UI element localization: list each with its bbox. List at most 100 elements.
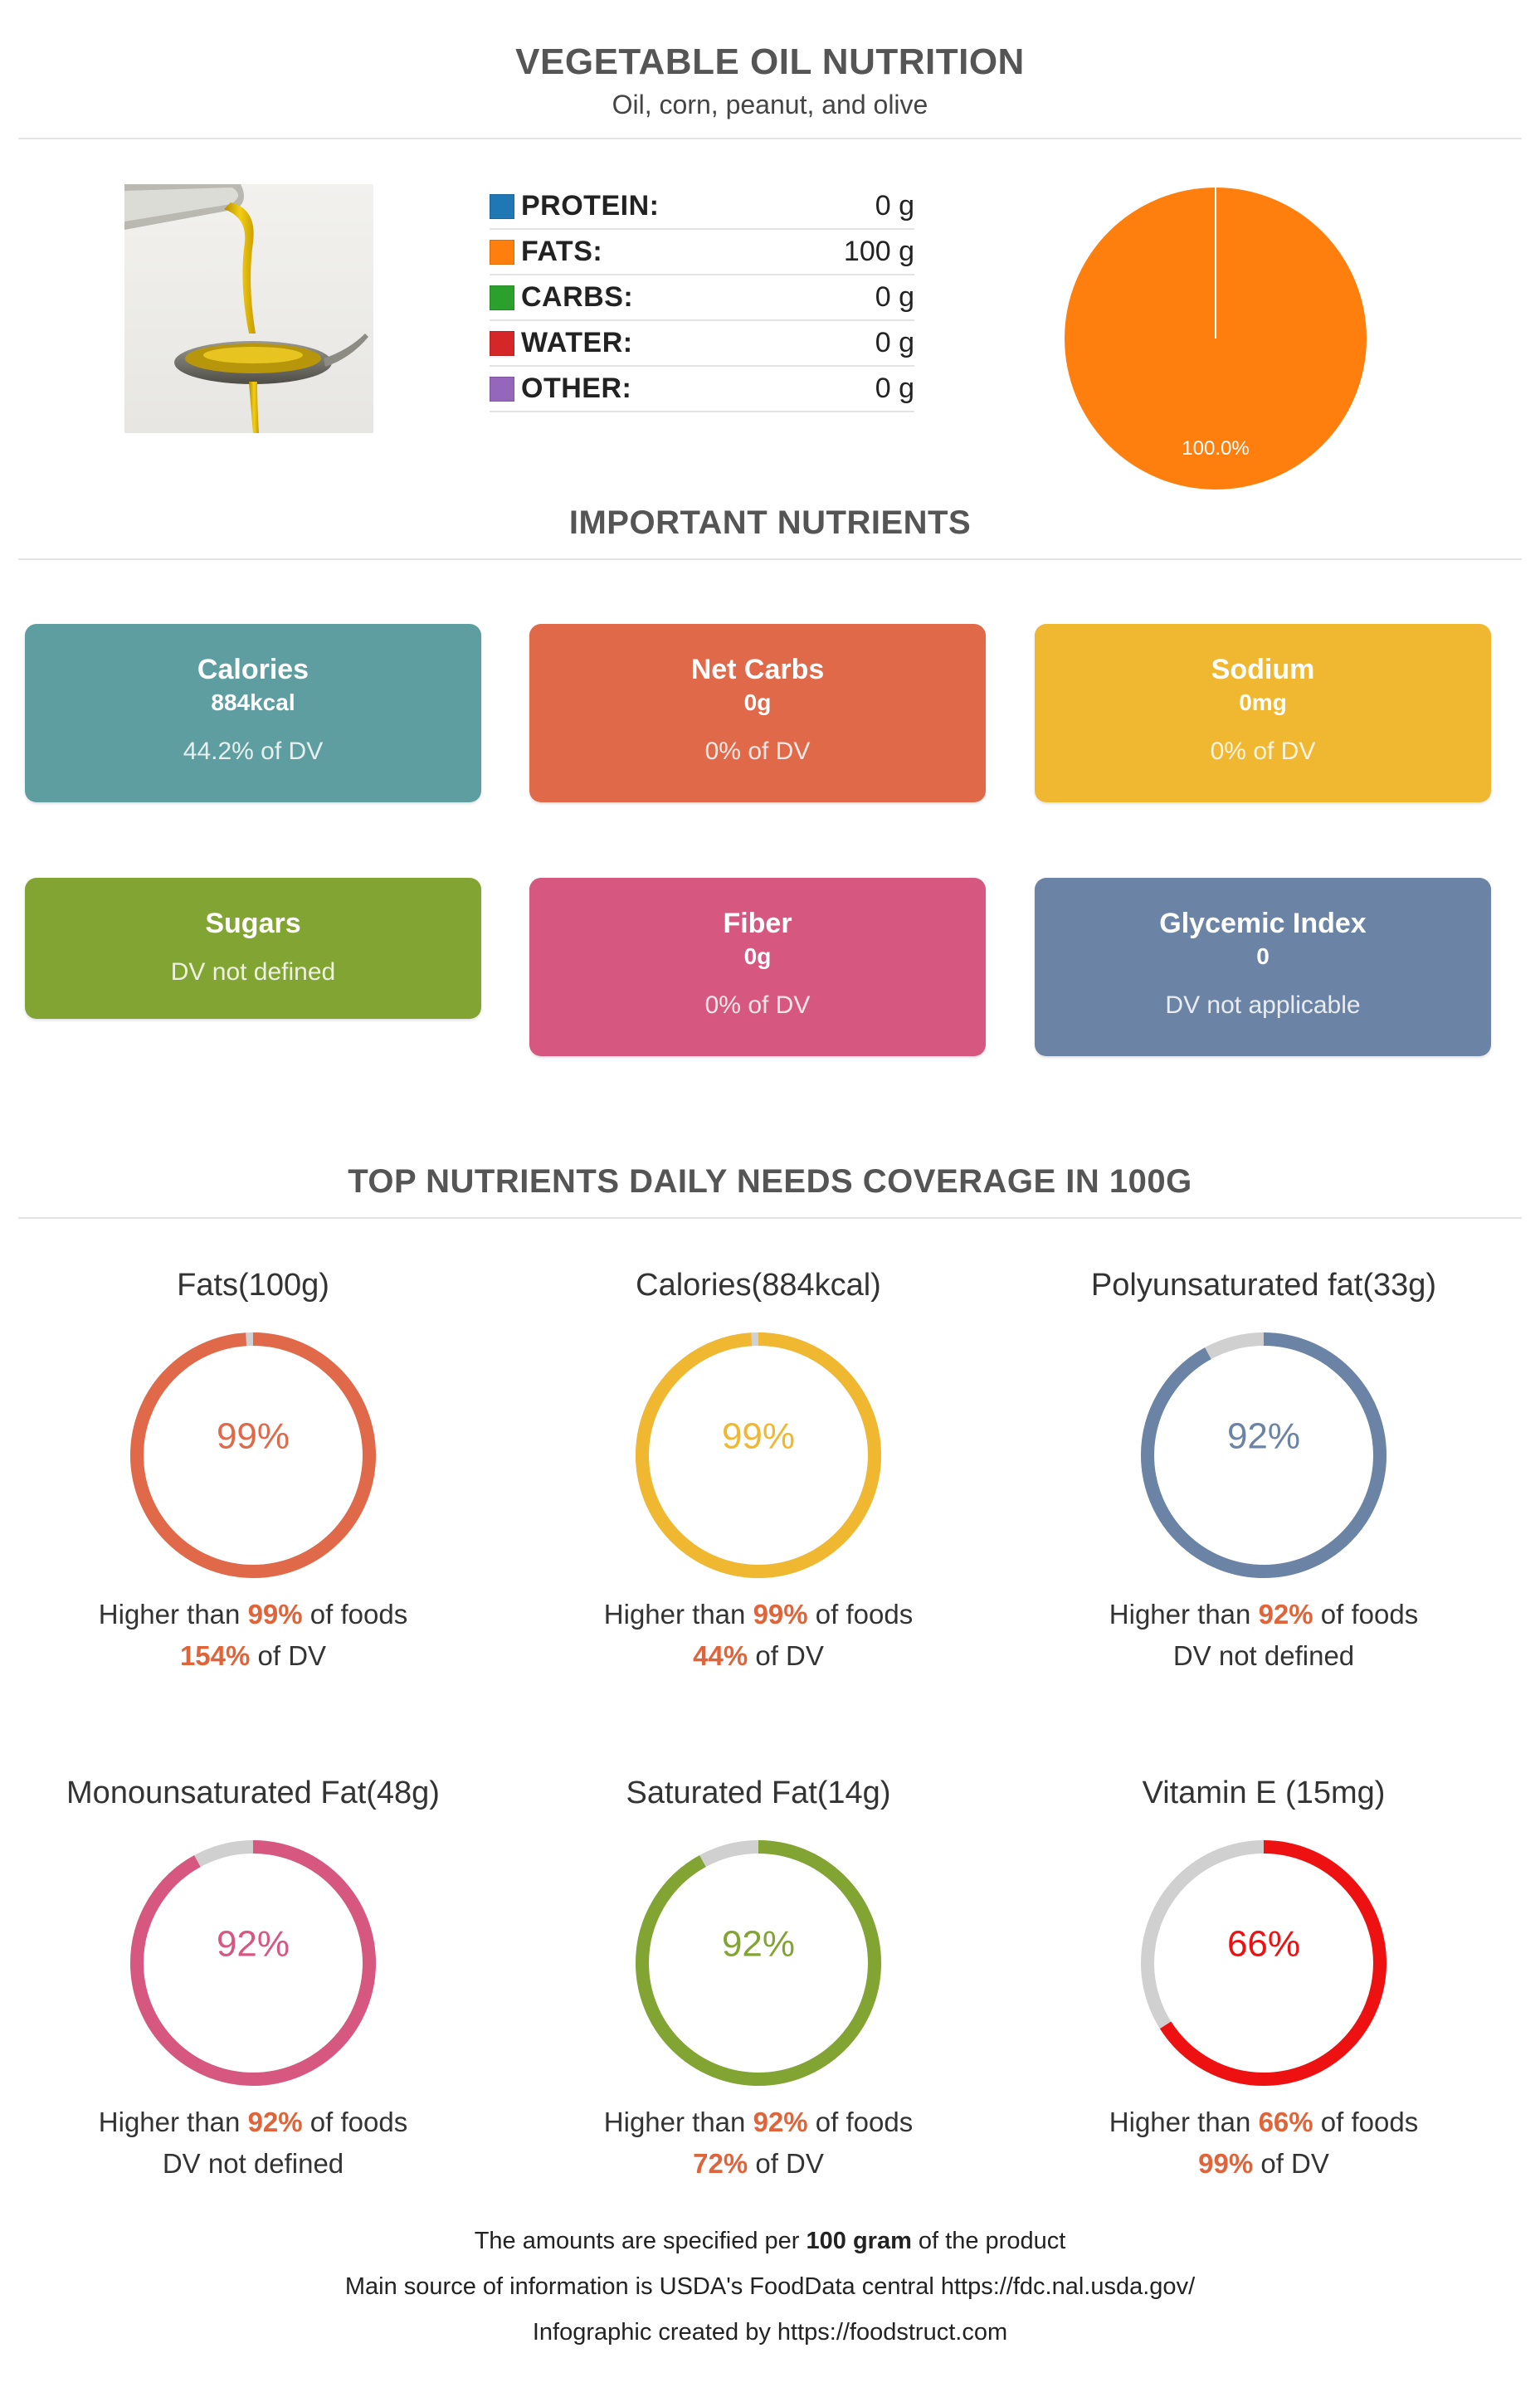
card-fiber: Fiber 0g 0% of DV — [529, 878, 986, 1056]
rank-prefix: Higher than — [603, 2107, 753, 2137]
dv-value: 72% — [693, 2148, 748, 2179]
ring-stats: Higher than 92% of foods 72% of DV — [509, 2102, 1007, 2185]
ring-percent-label: 92% — [722, 1924, 795, 1965]
water-swatch — [490, 330, 514, 356]
protein-swatch — [490, 193, 514, 219]
pie-svg: 100.0% — [1065, 188, 1367, 490]
macro-label: OTHER: — [521, 373, 632, 404]
rank-line: Higher than 92% of foods — [509, 2102, 1007, 2143]
ring-title: Fats(100g) — [177, 1268, 329, 1303]
coverage-ring-block: Polyunsaturated fat(33g) 92% Higher than 9… — [1015, 1268, 1513, 1677]
card-dv: 0% of DV — [1210, 738, 1316, 765]
ring-stats: Higher than 92% of foods DV not defined — [4, 2102, 502, 2185]
rank-line: Higher than 99% of foods — [509, 1594, 1007, 1635]
coverage-ring-block: Monounsaturated Fat(48g) 92% Higher than 9… — [4, 1776, 502, 2185]
ring-progress-arc — [130, 1840, 376, 2086]
card-calories: Calories 884kcal 44.2% of DV — [25, 624, 481, 802]
macro-row-carbs: CARBS: 0 g — [490, 275, 914, 321]
ring-donut: 99% — [130, 1332, 376, 1578]
card-dv: DV not defined — [170, 958, 336, 986]
card-title: Sodium — [1211, 654, 1315, 685]
macro-row-other: OTHER: 0 g — [490, 367, 914, 412]
footer-source: Main source of information is USDA's Foo… — [344, 2273, 1196, 2300]
macro-value: 0 g — [875, 190, 914, 222]
card-title: Glycemic Index — [1159, 908, 1367, 939]
rank-value: 99% — [247, 1599, 303, 1629]
ring-percent-label: 99% — [722, 1416, 795, 1457]
ring-percent-label: 99% — [217, 1416, 290, 1457]
rank-line: Higher than 92% of foods — [1015, 1594, 1513, 1635]
card-dv: 0% of DV — [704, 738, 811, 765]
rank-suffix: of foods — [1313, 2107, 1419, 2137]
card-net-carbs: Net Carbs 0g 0% of DV — [529, 624, 986, 802]
important-divider — [18, 558, 1522, 560]
rank-suffix: of foods — [807, 1599, 914, 1629]
rank-line: Higher than 92% of foods — [4, 2102, 502, 2143]
macro-row-fats: FATS: 100 g — [490, 230, 914, 275]
dv-suffix: of DV — [748, 2148, 824, 2179]
page-title: VEGETABLE OIL NUTRITION — [515, 41, 1025, 82]
rank-value: 99% — [753, 1599, 808, 1629]
footer-amount-note: The amounts are specified per 100 gram o… — [0, 2228, 1540, 2255]
macro-row-protein: PROTEIN: 0 g — [490, 184, 914, 230]
card-amount: 0g — [743, 689, 772, 715]
macro-label: FATS: — [521, 236, 603, 267]
ring-stats: Higher than 99% of foods 154% of DV — [4, 1594, 502, 1677]
coverage-ring-block: Calories(884kcal) 99% Higher than 99% of f… — [509, 1268, 1007, 1677]
ring-title: Vitamin E (15mg) — [1142, 1776, 1386, 1810]
olive-oil-pour-image — [124, 184, 368, 433]
card-amount: 0 — [1256, 943, 1270, 969]
footer-text: The amounts are specified per — [474, 2228, 807, 2254]
card-glycemic-index: Glycemic Index 0 DV not applicable — [1035, 878, 1491, 1056]
ring-donut: 99% — [636, 1332, 881, 1578]
header-divider — [18, 138, 1522, 139]
ring-percent-label: 66% — [1227, 1924, 1300, 1965]
dv-line: DV not defined — [1015, 1635, 1513, 1677]
rank-prefix: Higher than — [98, 2107, 248, 2137]
macro-pie-chart: 100.0% — [1058, 181, 1373, 496]
ring-donut: 66% — [1141, 1840, 1386, 2086]
coverage-divider — [18, 1217, 1522, 1219]
ring-stats: Higher than 92% of foods DV not defined — [1015, 1594, 1513, 1677]
ring-stats: Higher than 99% of foods 44% of DV — [509, 1594, 1007, 1677]
rank-suffix: of foods — [302, 1599, 408, 1629]
food-photo — [124, 184, 373, 433]
macro-value: 0 g — [875, 373, 914, 404]
ring-donut: 92% — [130, 1840, 376, 2086]
ring-progress-arc — [1141, 1840, 1386, 2086]
dv-line: 99% of DV — [1015, 2143, 1513, 2185]
card-amount: 0g — [743, 943, 772, 969]
dv-line: 44% of DV — [509, 1635, 1007, 1677]
dv-plain: DV not defined — [162, 2148, 344, 2179]
dv-line: 154% of DV — [4, 1635, 502, 1677]
card-sodium: Sodium 0mg 0% of DV — [1035, 624, 1491, 802]
important-nutrients-heading: IMPORTANT NUTRIENTS — [568, 504, 972, 541]
macro-value: 0 g — [875, 327, 914, 358]
ring-progress-arc — [636, 1840, 881, 2086]
ring-title: Monounsaturated Fat(48g) — [66, 1776, 440, 1810]
dv-plain: DV not defined — [1172, 1640, 1355, 1671]
card-dv: 44.2% of DV — [183, 738, 324, 765]
macro-table: PROTEIN: 0 g FATS: 100 g CARBS: 0 g WATE… — [490, 184, 914, 412]
fats-swatch — [490, 239, 514, 265]
ring-percent-label: 92% — [217, 1924, 290, 1965]
card-amount: 884kcal — [211, 689, 295, 715]
coverage-heading: TOP NUTRIENTS DAILY NEEDS COVERAGE IN 10… — [348, 1163, 1192, 1200]
card-sugars: Sugars DV not defined — [25, 878, 481, 1019]
coverage-ring-block: Saturated Fat(14g) 92% Higher than 92% of … — [509, 1776, 1007, 2185]
footer-credit: Infographic created by https://foodstruc… — [532, 2319, 1008, 2346]
ring-donut: 92% — [1141, 1332, 1386, 1578]
dv-line: 72% of DV — [509, 2143, 1007, 2185]
pie-slice-label: 100.0% — [1182, 437, 1249, 460]
dv-value: 154% — [179, 1640, 251, 1671]
rank-value: 92% — [753, 2107, 808, 2137]
rank-prefix: Higher than — [1109, 2107, 1259, 2137]
macro-value: 0 g — [875, 281, 914, 313]
rank-suffix: of foods — [1313, 1599, 1419, 1629]
rank-prefix: Higher than — [1109, 1599, 1259, 1629]
card-title: Calories — [197, 654, 309, 685]
ring-donut: 92% — [636, 1840, 881, 2086]
dv-value: 99% — [1198, 2148, 1254, 2179]
dv-line: DV not defined — [4, 2143, 502, 2185]
macro-label: CARBS: — [521, 281, 634, 313]
